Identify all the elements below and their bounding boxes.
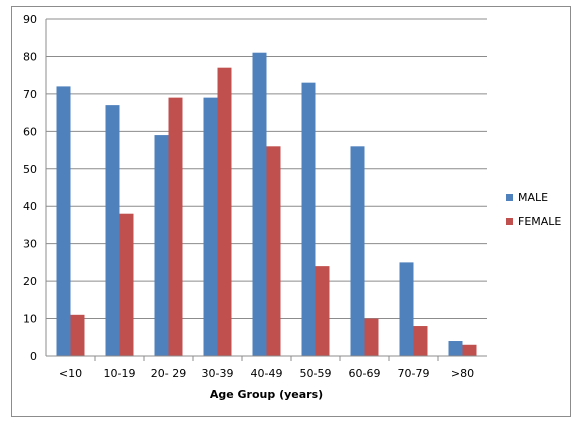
y-tick-label: 50 xyxy=(23,163,37,176)
y-tick-label: 10 xyxy=(23,313,37,326)
y-axis-tick-labels: 0 10 20 30 40 50 60 70 80 90 xyxy=(23,13,37,363)
x-tick-label: 30-39 xyxy=(202,367,234,380)
bar-male-5 xyxy=(301,82,316,357)
bar-female-4 xyxy=(266,146,281,356)
chart-frame xyxy=(11,6,571,417)
bar-female-2 xyxy=(168,97,183,356)
x-tick-label: 10-19 xyxy=(104,367,136,380)
bar-female-3 xyxy=(217,67,232,356)
legend-label-male: MALE xyxy=(518,191,548,204)
y-tick-label: 30 xyxy=(23,238,37,251)
x-tick-label: >80 xyxy=(451,367,474,380)
bar-male-6 xyxy=(350,146,365,356)
bar-male-3 xyxy=(203,97,218,356)
y-tick-label: 0 xyxy=(30,350,37,363)
bar-male-7 xyxy=(399,262,414,356)
x-tick-label: 40-49 xyxy=(251,367,283,380)
bar-female-6 xyxy=(364,318,379,356)
x-axis-tick-labels: <10 10-19 20- 29 30-39 40-49 50-59 60-69 70-79 >… xyxy=(59,367,474,380)
y-tick-label: 40 xyxy=(23,200,37,213)
x-tick-label: 70-79 xyxy=(398,367,430,380)
bar-male-0 xyxy=(56,86,71,357)
x-tick-label: 20- 29 xyxy=(151,367,186,380)
y-tick-label: 90 xyxy=(23,13,37,26)
y-tick-label: 20 xyxy=(23,275,37,288)
bar-female-8 xyxy=(462,344,477,356)
legend-label-female: FEMALE xyxy=(518,215,561,228)
bar-female-7 xyxy=(413,326,428,356)
legend-swatch-male xyxy=(506,194,513,201)
legend-swatch-female xyxy=(506,218,513,225)
y-tick-label: 60 xyxy=(23,125,37,138)
x-tick-label: 50-59 xyxy=(300,367,332,380)
bar-female-1 xyxy=(119,213,134,356)
bar-male-2 xyxy=(154,135,169,356)
x-tick-label: 60-69 xyxy=(349,367,381,380)
bar-female-5 xyxy=(315,266,330,356)
y-tick-label: 70 xyxy=(23,88,37,101)
bar-male-1 xyxy=(105,105,120,356)
bar-female-0 xyxy=(70,314,85,356)
legend: MALE FEMALE xyxy=(506,191,561,228)
x-tick-label: <10 xyxy=(59,367,82,380)
bars xyxy=(56,52,477,357)
bar-male-8 xyxy=(448,341,463,356)
y-tick-label: 80 xyxy=(23,50,37,63)
x-axis-title: Age Group (years) xyxy=(210,388,323,401)
axes xyxy=(45,19,487,361)
bar-male-4 xyxy=(252,52,267,356)
